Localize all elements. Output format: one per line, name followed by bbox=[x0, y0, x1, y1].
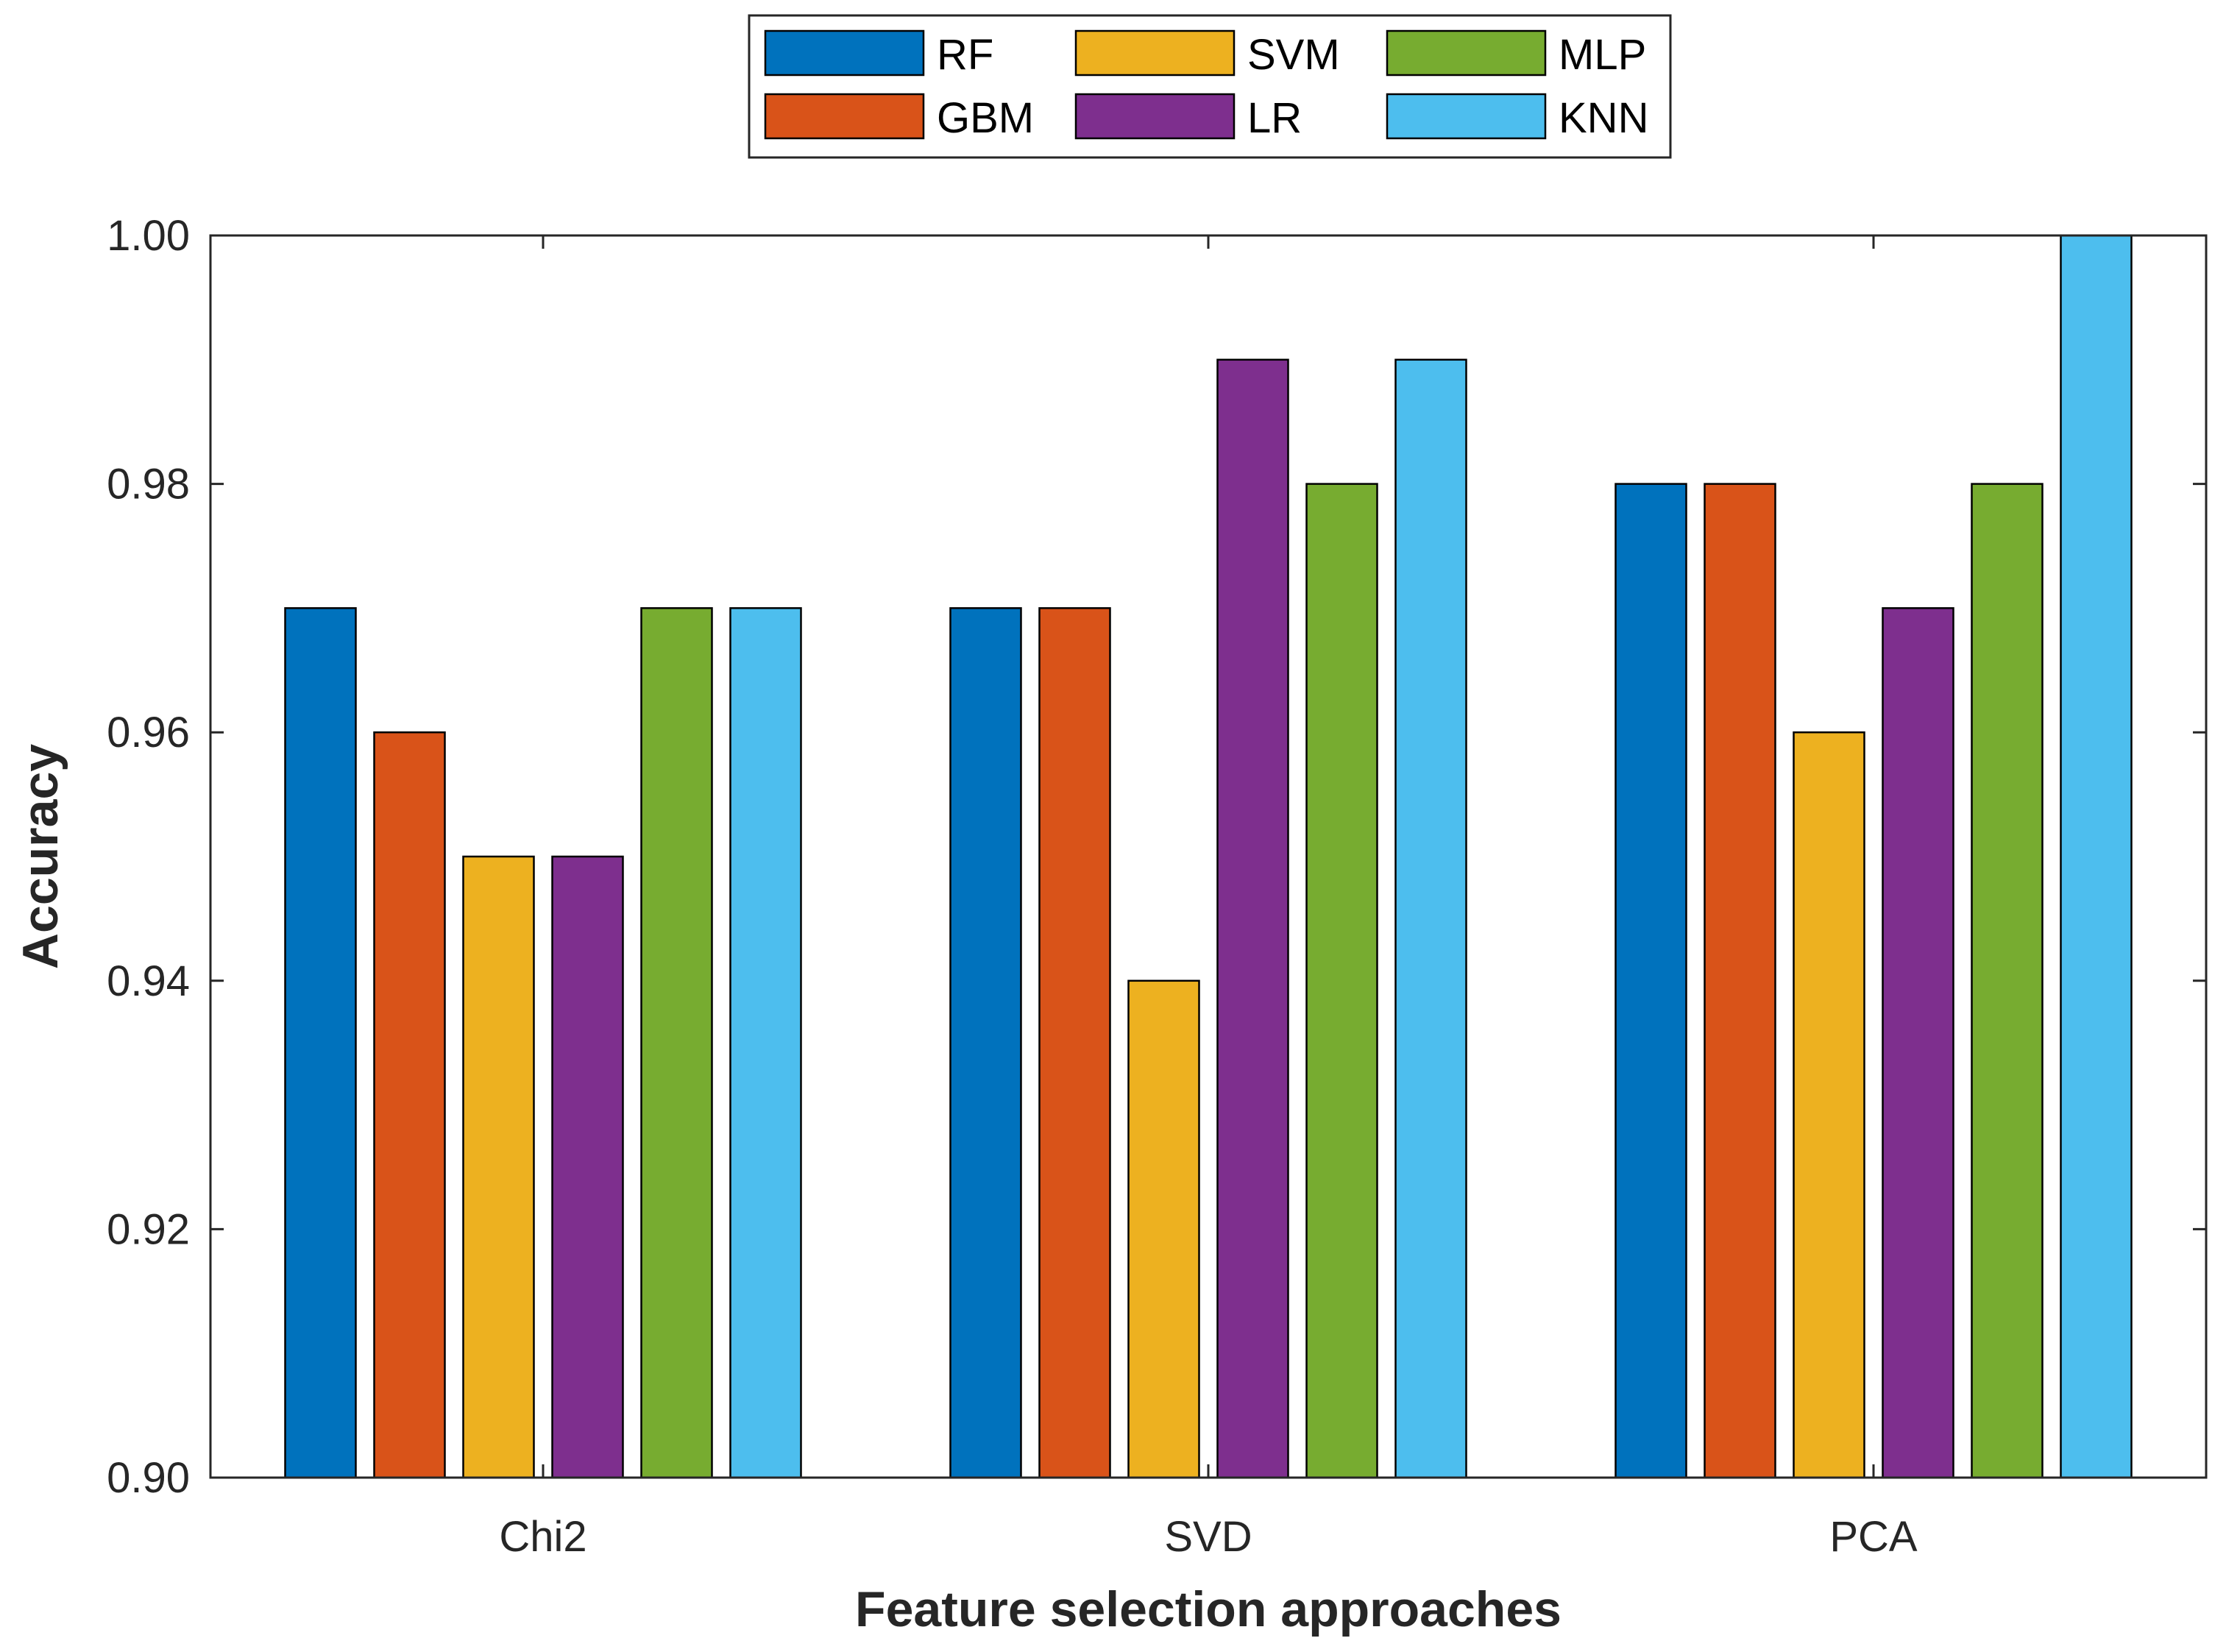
x-tick-label-pca: PCA bbox=[1829, 1513, 1918, 1561]
y-tick-label: 0.98 bbox=[107, 461, 190, 508]
bar-chi2-svm bbox=[462, 855, 535, 1479]
legend-swatch-mlp bbox=[1386, 29, 1547, 77]
legend-swatch-svm bbox=[1074, 29, 1236, 77]
bar-chi2-lr bbox=[551, 855, 624, 1479]
bar-pca-knn bbox=[2060, 234, 2133, 1479]
y-tick-label: 0.90 bbox=[107, 1454, 190, 1502]
y-tick-label: 0.96 bbox=[107, 709, 190, 756]
legend-swatch-gbm bbox=[764, 93, 925, 140]
plot-area bbox=[210, 235, 2206, 1478]
bar-chi2-knn bbox=[729, 607, 802, 1479]
bar-svd-gbm bbox=[1038, 607, 1111, 1479]
bar-chi2-rf bbox=[284, 607, 357, 1479]
legend-label-svm: SVM bbox=[1247, 31, 1340, 79]
legend-label-lr: LR bbox=[1247, 94, 1302, 142]
legend-label-gbm: GBM bbox=[937, 94, 1034, 142]
x-tick-label-chi2: Chi2 bbox=[499, 1513, 586, 1561]
bar-pca-svm bbox=[1793, 731, 1865, 1479]
bar-svd-rf bbox=[949, 607, 1022, 1479]
bar-pca-rf bbox=[1614, 483, 1687, 1479]
legend-swatch-rf bbox=[764, 29, 925, 77]
axes: 0.90 0.92 0.94 0.96 0.98 1.00 Chi2 SVD PCA bbox=[107, 212, 2208, 1561]
bar-svd-lr bbox=[1216, 358, 1289, 1479]
bars bbox=[284, 234, 2133, 1479]
y-tick-label: 1.00 bbox=[107, 212, 190, 260]
y-tick-label: 0.92 bbox=[107, 1205, 190, 1253]
legend-swatch-lr bbox=[1074, 93, 1236, 140]
legend-label-rf: RF bbox=[937, 31, 993, 79]
legend: RF GBM SVM LR MLP KNN bbox=[748, 14, 1672, 159]
legend-swatch-knn bbox=[1386, 93, 1547, 140]
bar-svd-mlp bbox=[1305, 483, 1378, 1479]
bar-pca-gbm bbox=[1704, 483, 1776, 1479]
y-tick-label: 0.94 bbox=[107, 957, 190, 1005]
y-axis-title: Accuracy bbox=[13, 744, 68, 969]
bar-svd-svm bbox=[1127, 979, 1200, 1479]
bar-chi2-mlp bbox=[640, 607, 713, 1479]
legend-label-mlp: MLP bbox=[1559, 31, 1646, 79]
bar-pca-lr bbox=[1882, 607, 1954, 1479]
x-tick-label-svd: SVD bbox=[1164, 1513, 1252, 1561]
bar-svd-knn bbox=[1394, 358, 1467, 1479]
x-axis-title: Feature selection approaches bbox=[855, 1581, 1562, 1637]
legend-label-knn: KNN bbox=[1559, 94, 1648, 142]
bar-chi2-gbm bbox=[373, 731, 446, 1479]
bar-pca-mlp bbox=[1971, 483, 2044, 1479]
